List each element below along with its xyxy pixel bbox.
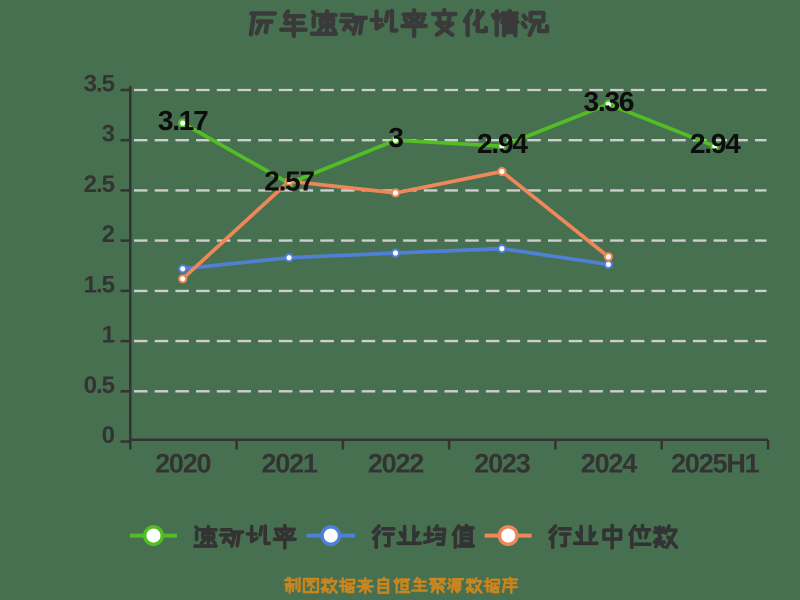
svg-text:2.57: 2.57 [264,165,314,196]
svg-text:1.5: 1.5 [84,271,115,298]
svg-text:2022: 2022 [368,449,423,479]
svg-text:1: 1 [102,322,115,349]
svg-text:2025H1: 2025H1 [671,449,760,479]
svg-text:3: 3 [388,122,403,153]
svg-text:2.5: 2.5 [84,171,115,198]
svg-text:3.36: 3.36 [584,86,634,117]
svg-text:2024: 2024 [581,449,637,479]
svg-text:2.94: 2.94 [690,128,741,159]
svg-text:0: 0 [102,422,115,449]
svg-text:2023: 2023 [474,449,530,479]
svg-text:2.94: 2.94 [477,128,528,159]
svg-text:2021: 2021 [261,449,317,479]
svg-text:3.5: 3.5 [84,71,115,98]
svg-text:3: 3 [102,121,115,148]
svg-text:2020: 2020 [155,449,210,479]
svg-text:0.5: 0.5 [84,372,115,399]
svg-text:3.17: 3.17 [158,105,208,136]
svg-text:2: 2 [102,221,115,248]
